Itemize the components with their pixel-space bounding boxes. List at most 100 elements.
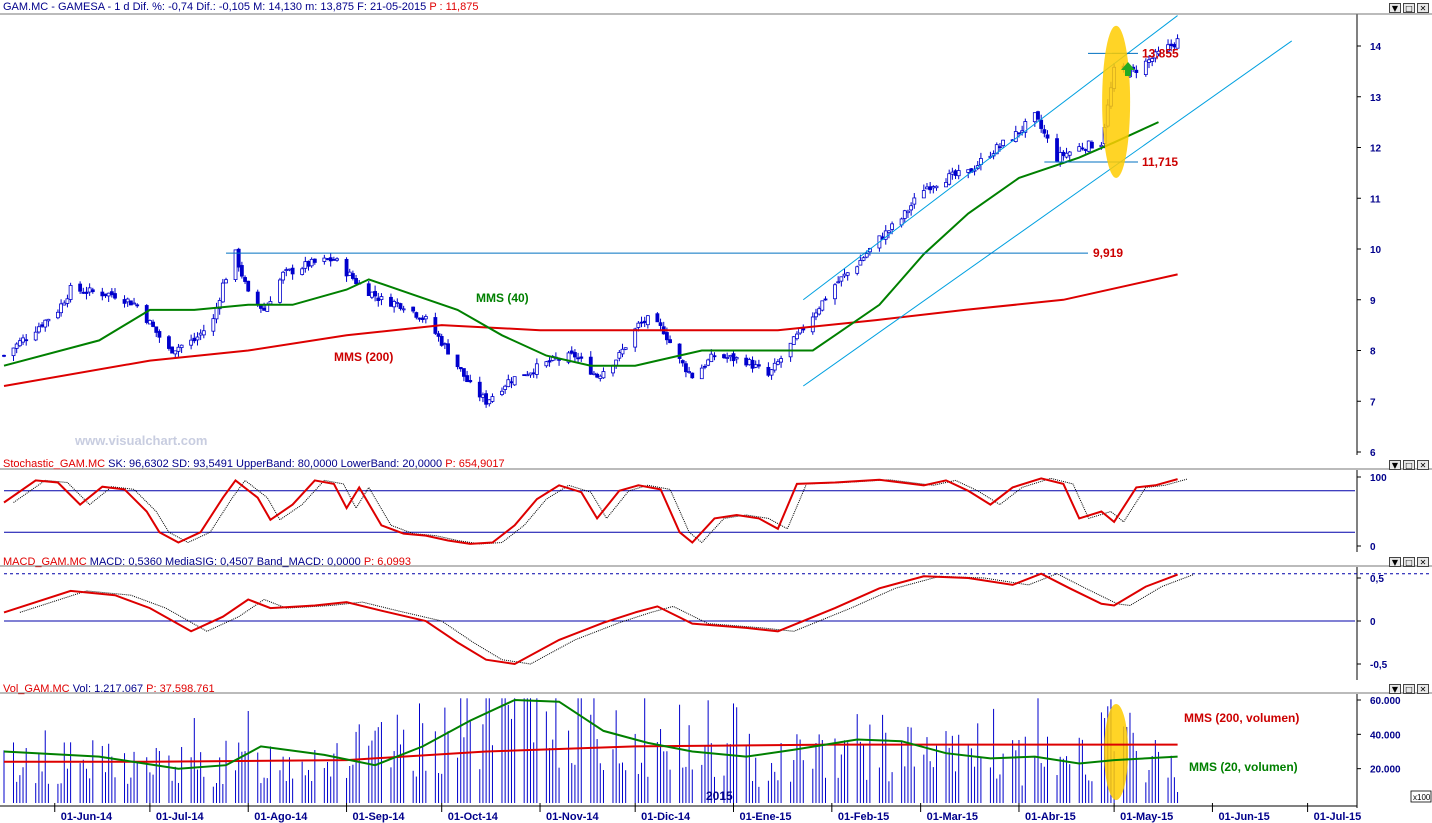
candle-body xyxy=(668,339,672,344)
candle-body xyxy=(11,347,16,357)
candle-body xyxy=(220,282,225,303)
candle-body xyxy=(436,333,441,337)
candle-body xyxy=(525,374,530,377)
x-tick-label: 01-Nov-14 xyxy=(546,811,599,823)
candle-body xyxy=(262,307,266,311)
vol-p: 37.598.761 xyxy=(159,683,215,695)
candle-body xyxy=(858,260,863,266)
candle-body xyxy=(214,307,219,320)
candle-body xyxy=(414,312,419,318)
dif-value: -0,105 xyxy=(218,1,251,13)
panel-area-0 xyxy=(0,14,1357,455)
candle-body xyxy=(144,305,149,323)
candle-body xyxy=(912,197,917,205)
candle-body xyxy=(573,352,577,358)
vol-close-button[interactable]: ✕ xyxy=(1417,684,1429,694)
candle-body xyxy=(620,348,625,355)
panel-gap-2 xyxy=(0,680,1432,694)
macd-minimize-button[interactable]: ▼ xyxy=(1389,557,1401,567)
x-tick-label: 01-Dic-14 xyxy=(641,811,691,823)
vol-minimize-button[interactable]: ▼ xyxy=(1389,684,1401,694)
candle-body xyxy=(1036,111,1040,120)
x-tick-label: 01-Feb-15 xyxy=(838,811,889,823)
stoch-restore-button[interactable]: □ xyxy=(1403,460,1415,470)
candle-body xyxy=(24,339,29,342)
candle-body xyxy=(398,303,403,309)
x-tick-label: 01-Jul-14 xyxy=(156,811,205,823)
stoch-close-button[interactable]: ✕ xyxy=(1417,460,1429,470)
candle-body xyxy=(84,291,89,294)
stoch-minimize-button[interactable]: ▼ xyxy=(1389,460,1401,470)
candle-body xyxy=(902,210,907,219)
candle-body xyxy=(109,291,114,296)
candle-body xyxy=(1020,130,1025,133)
candle-body xyxy=(59,303,63,314)
candle-body xyxy=(389,296,393,307)
candle-body xyxy=(2,354,6,357)
candle-body xyxy=(148,320,152,325)
candle-body xyxy=(633,328,638,348)
candle-body xyxy=(642,320,647,324)
candle-body xyxy=(744,357,749,366)
candle-body xyxy=(544,361,549,367)
candle-body xyxy=(151,321,155,327)
macd-p: 6,0993 xyxy=(377,556,411,568)
mms200-label: MMS (200) xyxy=(334,350,393,364)
vol-mms200-label: MMS (200, volumen) xyxy=(1184,711,1299,725)
price-restore-button[interactable]: □ xyxy=(1403,3,1415,13)
candle-body xyxy=(354,278,358,285)
candle-body xyxy=(211,318,216,332)
candle-body xyxy=(81,291,86,294)
price-y-tick-label: 6 xyxy=(1370,448,1376,459)
price-close-button[interactable]: ✕ xyxy=(1417,3,1429,13)
candle-body xyxy=(753,364,758,368)
candle-body xyxy=(1067,151,1072,156)
candle-body xyxy=(931,186,936,189)
candle-body xyxy=(909,205,914,211)
candle-body xyxy=(65,298,70,304)
macd-restore-button[interactable]: □ xyxy=(1403,557,1415,567)
candle-body xyxy=(820,300,825,311)
candle-body xyxy=(566,352,571,363)
candle-body xyxy=(468,379,473,383)
candle-body xyxy=(1175,38,1180,49)
candle-body xyxy=(417,317,422,320)
candle-body xyxy=(506,379,511,388)
x-tick-label: 01-Ene-15 xyxy=(740,811,792,823)
candle-body xyxy=(300,268,305,275)
price-minimize-button[interactable]: ▼ xyxy=(1389,3,1401,13)
candle-body xyxy=(1156,50,1161,55)
candle-body xyxy=(728,355,733,358)
candle-body xyxy=(709,353,714,363)
candle-body xyxy=(509,381,514,384)
max-value: 14,130 xyxy=(268,1,303,13)
candle-body xyxy=(167,336,171,349)
candle-body xyxy=(687,371,692,373)
macd-close-button[interactable]: ✕ xyxy=(1417,557,1429,567)
candle-body xyxy=(176,346,181,352)
candle-body xyxy=(439,336,444,346)
candle-body xyxy=(284,269,289,271)
vol-y-tick-label: 60.000 xyxy=(1370,696,1401,707)
candle-body xyxy=(90,289,95,293)
candle-body xyxy=(998,146,1002,149)
stoch-sd-line xyxy=(13,477,1188,545)
candle-body xyxy=(392,301,397,308)
candle-body xyxy=(883,230,888,240)
mms40-line xyxy=(3,121,1159,367)
x-tick-label: 01-Jul-15 xyxy=(1314,811,1362,823)
date-value: 21-05-2015 xyxy=(369,1,427,13)
vol-restore-button[interactable]: □ xyxy=(1403,684,1415,694)
p-value: 11,875 xyxy=(445,1,479,13)
candle-body xyxy=(1150,58,1155,62)
candle-body xyxy=(458,366,463,370)
candle-body xyxy=(750,359,755,369)
candle-body xyxy=(100,291,105,297)
candle-body xyxy=(772,362,777,371)
vol-mms20-line xyxy=(3,698,1178,770)
candle-body xyxy=(173,350,178,355)
candle-body xyxy=(906,210,910,214)
candle-body xyxy=(268,301,273,305)
stoch-lb: 20,0000 xyxy=(402,458,443,470)
candles-group xyxy=(2,34,1180,408)
